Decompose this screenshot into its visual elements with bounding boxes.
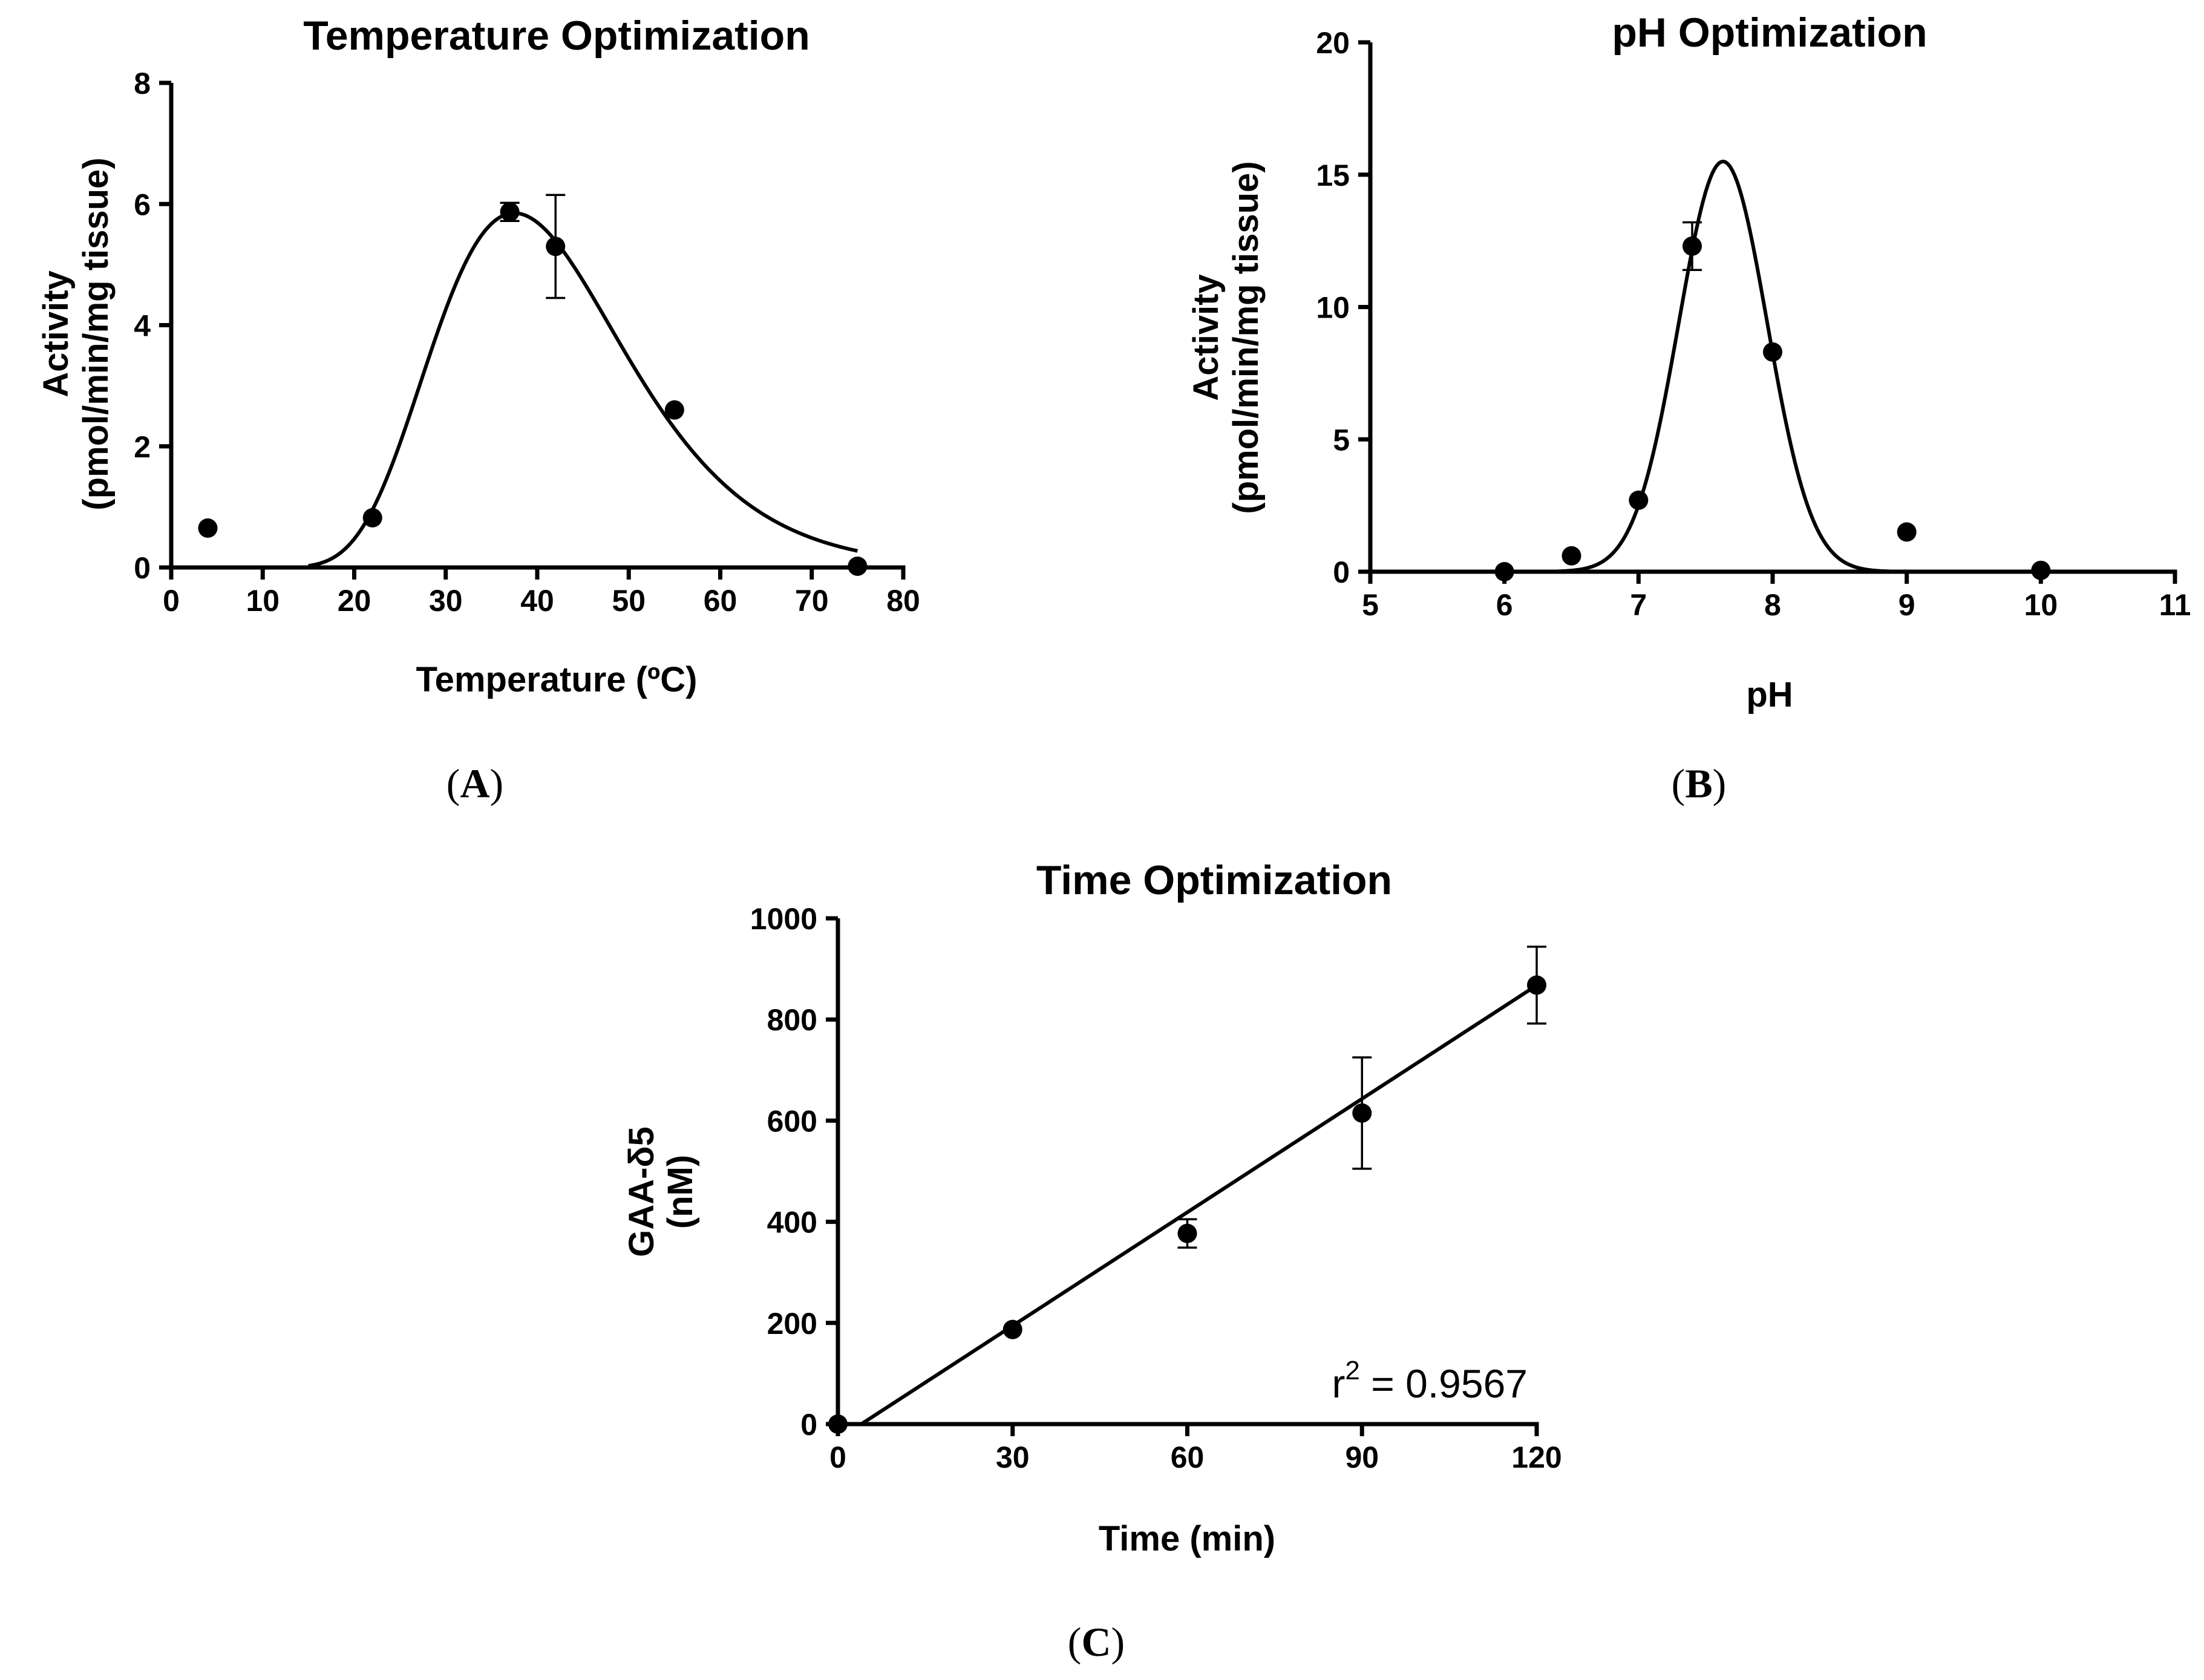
y-axis-label-line2: (pmol/min/mg tissue): [1226, 161, 1266, 514]
y-axis-label-line1: Activity: [36, 270, 76, 397]
data-point: [362, 508, 382, 528]
x-tick-label: 5: [1362, 588, 1379, 622]
data-point: [198, 518, 218, 538]
fit-curve: [860, 984, 1538, 1426]
r-squared-value: = 0.9567: [1360, 1361, 1528, 1406]
chart-title: Temperature Optimization: [303, 13, 810, 59]
r-squared-exponent: 2: [1345, 1356, 1359, 1385]
y-tick-label: 15: [1316, 159, 1350, 192]
x-tick-label: 70: [795, 584, 829, 618]
y-tick-label: 6: [134, 188, 151, 221]
x-tick-label: 9: [1898, 588, 1915, 622]
x-tick-label: 7: [1630, 588, 1647, 622]
data-point: [546, 237, 566, 257]
chart-title: Time Optimization: [1036, 857, 1392, 903]
data-point: [1629, 490, 1649, 510]
y-tick-label: 600: [767, 1104, 817, 1138]
y-tick-label: 5: [1333, 423, 1350, 457]
y-tick-label: 8: [134, 67, 151, 100]
ph-chart: pH Optimization pH Activity (pmol/min/mg…: [1186, 10, 2191, 714]
data-point: [828, 1414, 848, 1434]
x-tick-label: 6: [1496, 588, 1513, 622]
data-point: [1682, 236, 1702, 256]
plot-area: 0 30 60 90 120 0 200 400 600 800 1000: [750, 902, 1562, 1474]
x-tick-label: 60: [704, 584, 737, 618]
time-chart: Time Optimization Time (min) GAA-δ5 (nM)…: [622, 857, 1562, 1558]
y-axis-label-line1: Activity: [1186, 274, 1226, 401]
x-tick-label: 0: [829, 1440, 846, 1474]
x-axis-label: Temperature (ºC): [416, 660, 698, 699]
y-axis-label: Activity (pmol/min/mg tissue): [36, 157, 116, 510]
y-axis-label-line2: (pmol/min/mg tissue): [76, 157, 116, 510]
data-point: [2031, 560, 2051, 580]
y-axis-label: GAA-δ5 (nM): [622, 1126, 700, 1257]
panel-label-a: (A): [446, 760, 503, 806]
y-tick-label: 10: [1316, 291, 1350, 325]
fit-curve: [308, 211, 858, 568]
x-tick-label: 40: [520, 584, 554, 618]
x-tick-label: 30: [996, 1440, 1030, 1474]
data-point: [500, 202, 520, 222]
x-tick-label: 120: [1511, 1440, 1561, 1474]
x-tick-label: 11: [2159, 588, 2191, 622]
data-point: [1561, 546, 1581, 566]
data-point: [1352, 1103, 1372, 1123]
x-axis-label: Time (min): [1099, 1519, 1275, 1558]
x-tick-label: 60: [1171, 1440, 1205, 1474]
x-tick-label: 8: [1764, 588, 1781, 622]
y-tick-label: 4: [134, 309, 151, 343]
r-squared-symbol: r: [1332, 1361, 1345, 1406]
panel-letter: A: [460, 760, 489, 806]
y-tick-label: 1000: [750, 902, 817, 936]
temperature-chart: Temperature Optimization Temperature (ºC…: [36, 13, 920, 699]
x-tick-label: 10: [2024, 588, 2058, 622]
panel-label-c: (C): [1068, 1619, 1125, 1665]
y-tick-label: 200: [767, 1307, 817, 1341]
x-tick-label: 10: [246, 584, 280, 618]
x-tick-label: 50: [612, 584, 646, 618]
panel-label-b: (B): [1672, 760, 1727, 806]
panel-letter: C: [1081, 1619, 1111, 1665]
y-axis-label: Activity (pmol/min/mg tissue): [1186, 161, 1266, 514]
y-tick-label: 0: [1333, 555, 1350, 589]
data-point: [848, 556, 868, 576]
plot-area: 0 10 20 30 40 50 60 70 80 0 2 4 6 8: [134, 67, 920, 618]
chart-title: pH Optimization: [1612, 10, 1927, 56]
data-point: [1494, 562, 1514, 581]
x-axis-label: pH: [1746, 675, 1793, 714]
y-axis-label-line2: (nM): [661, 1155, 700, 1229]
data-point: [1002, 1319, 1022, 1339]
x-tick-label: 90: [1345, 1440, 1379, 1474]
fit-curve: [1504, 159, 2041, 574]
x-tick-label: 20: [338, 584, 371, 618]
y-tick-label: 20: [1316, 26, 1350, 60]
data-point: [1527, 975, 1546, 995]
r-squared-annotation: r2 = 0.9567: [1332, 1356, 1528, 1406]
data-point: [1177, 1223, 1197, 1243]
y-tick-label: 2: [134, 430, 151, 464]
x-tick-label: 80: [886, 584, 920, 618]
data-point: [1897, 522, 1917, 542]
panel-letter: B: [1685, 760, 1712, 806]
data-point: [1763, 342, 1782, 362]
x-tick-label: 30: [429, 584, 463, 618]
y-axis-label-line1: GAA-δ5: [622, 1126, 661, 1257]
y-tick-label: 400: [767, 1206, 817, 1240]
y-tick-label: 0: [134, 551, 151, 585]
x-tick-label: 0: [163, 584, 180, 618]
y-tick-label: 800: [767, 1003, 817, 1037]
y-tick-label: 0: [800, 1408, 817, 1442]
data-point: [664, 400, 684, 420]
